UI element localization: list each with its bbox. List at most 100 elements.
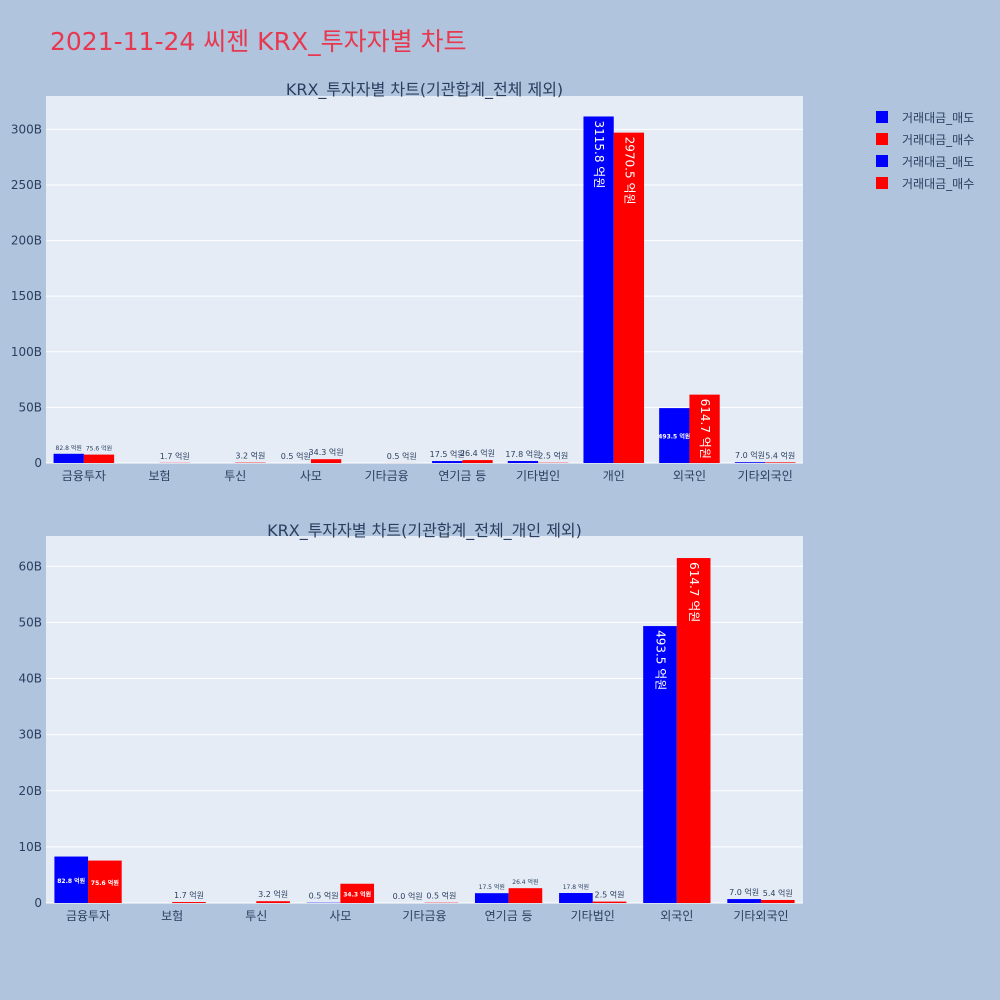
y-tick-label: 50B <box>18 615 42 629</box>
bar-data-label: 5.4 억원 <box>765 450 795 460</box>
y-tick-label: 20B <box>18 784 42 798</box>
legend-item[interactable]: 거래대금_매수 <box>876 172 974 194</box>
bar-data-label: 3.2 억원 <box>235 451 265 461</box>
chart-top: 0 50B 100B 150B 200B 250B 300B KRX_투자자별 차트(기관합계… <box>11 80 803 483</box>
bar-data-label: 1.7 억원 <box>174 890 204 900</box>
legend-label: 거래대금_매수 <box>902 176 975 191</box>
chart-title: KRX_투자자별 차트(기관합계_전체 제외) <box>286 80 563 100</box>
x-tick-label: 외국인 <box>660 909 693 923</box>
bar-data-label: 0.5 억원 <box>387 451 417 461</box>
legend-swatch <box>876 111 888 123</box>
bar-data-label: 0.5 억원 <box>426 891 456 901</box>
x-tick-label: 기타외국인 <box>733 909 788 923</box>
y-tick-label: 40B <box>18 672 42 686</box>
bar <box>659 408 690 463</box>
y-tick-label: 150B <box>11 289 42 303</box>
bar <box>689 394 720 463</box>
bar-data-label: 34.3 억원 <box>309 447 344 457</box>
bar <box>88 860 122 903</box>
x-tick-label: 투신 <box>245 909 267 923</box>
bar-data-label: 5.4 억원 <box>763 888 793 898</box>
bar-data-label: 2970.5 억원 <box>622 137 636 205</box>
bar-data-label: 614.7 억원 <box>687 562 701 622</box>
legend-item[interactable]: 거래대금_매수 <box>876 128 974 150</box>
bar-data-label: 7.0 억원 <box>729 887 759 897</box>
bar <box>256 901 290 903</box>
bar-data-label: 7.0 억원 <box>735 450 765 460</box>
x-tick-label: 연기금 등 <box>485 909 533 923</box>
bar <box>760 899 795 903</box>
bar <box>340 883 375 903</box>
bar <box>765 462 796 463</box>
legend-swatch <box>876 177 888 189</box>
x-tick-label: 투신 <box>224 469 246 483</box>
bar <box>734 462 766 463</box>
bar <box>310 459 342 463</box>
page-title: 2021-11-24 씨젠 KRX_투자자별 차트 <box>50 27 467 56</box>
bar <box>474 893 509 903</box>
y-tick-label: 0 <box>34 456 42 470</box>
chart-title: KRX_투자자별 차트(기관합계_전체_개인 제외) <box>267 521 582 541</box>
x-tick-label: 기타법인 <box>571 909 615 923</box>
bar <box>643 626 677 903</box>
bar-data-label: 0.0 억원 <box>393 891 423 901</box>
bar-data-label: 0.5 억원 <box>281 451 311 461</box>
bar-data-label: 493.5 억원 <box>658 433 690 441</box>
bar <box>432 461 463 463</box>
bar <box>54 856 89 903</box>
y-tick-label: 0 <box>34 896 42 910</box>
bar-data-label: 17.8 억원 <box>563 883 589 891</box>
y-tick-label: 250B <box>11 178 42 192</box>
legend: 거래대금_매도 거래대금_매수 거래대금_매도 거래대금_매수 <box>876 106 974 194</box>
legend-label: 거래대금_매도 <box>902 110 975 125</box>
legend-swatch <box>876 155 888 167</box>
x-tick-label: 개인 <box>603 469 625 483</box>
x-tick-label: 기타법인 <box>516 469 560 483</box>
x-tick-label: 보험 <box>161 909 183 923</box>
legend-label: 거래대금_매수 <box>902 132 975 147</box>
y-tick-label: 300B <box>11 122 42 136</box>
bar <box>83 454 115 463</box>
y-tick-label: 50B <box>18 400 42 414</box>
bar <box>462 460 493 463</box>
bar-data-label: 17.5 억원 <box>479 883 505 891</box>
bar-data-label: 3115.8 억원 <box>592 120 606 188</box>
bar-data-label: 2.5 억원 <box>538 451 568 461</box>
y-tick-label: 10B <box>18 840 42 854</box>
bar-data-label: 2.5 억원 <box>595 890 625 900</box>
bar <box>559 893 593 903</box>
x-tick-label: 기타금융 <box>365 469 409 483</box>
bar <box>676 558 711 903</box>
x-tick-label: 기타외국인 <box>738 469 793 483</box>
bar <box>727 899 761 903</box>
bar-data-label: 82.8 억원 <box>56 444 82 452</box>
bar-data-label: 82.8 억원 <box>57 877 85 885</box>
x-tick-label: 연기금 등 <box>438 469 486 483</box>
x-tick-label: 사모 <box>300 469 322 483</box>
plot-area <box>46 96 803 463</box>
bar-data-label: 75.6 억원 <box>91 879 119 887</box>
bar-data-label: 0.5 억원 <box>309 891 339 901</box>
bar-data-label: 26.4 억원 <box>512 878 538 886</box>
legend-item[interactable]: 거래대금_매도 <box>876 150 974 172</box>
bar-data-label: 614.7 억원 <box>698 399 712 459</box>
x-tick-label: 기타금융 <box>402 909 446 923</box>
y-tick-label: 30B <box>18 728 42 742</box>
y-tick-label: 200B <box>11 234 42 248</box>
y-tick-label: 100B <box>11 345 42 359</box>
bar-data-label: 34.3 억원 <box>343 890 371 898</box>
bar <box>508 888 543 903</box>
bar <box>53 453 84 463</box>
x-tick-label: 사모 <box>329 909 351 923</box>
legend-item[interactable]: 거래대금_매도 <box>876 106 974 128</box>
bar-data-label: 17.5 억원 <box>430 449 465 459</box>
y-tick-label: 60B <box>18 559 42 573</box>
legend-label: 거래대금_매도 <box>902 154 975 169</box>
bar-data-label: 26.4 억원 <box>460 448 495 458</box>
x-tick-label: 보험 <box>149 469 171 483</box>
x-tick-label: 금융투자 <box>62 469 106 483</box>
bar-data-label: 493.5 억원 <box>654 630 668 690</box>
bar-data-label: 3.2 억원 <box>258 889 288 899</box>
bar-data-label: 75.6 억원 <box>86 445 112 453</box>
